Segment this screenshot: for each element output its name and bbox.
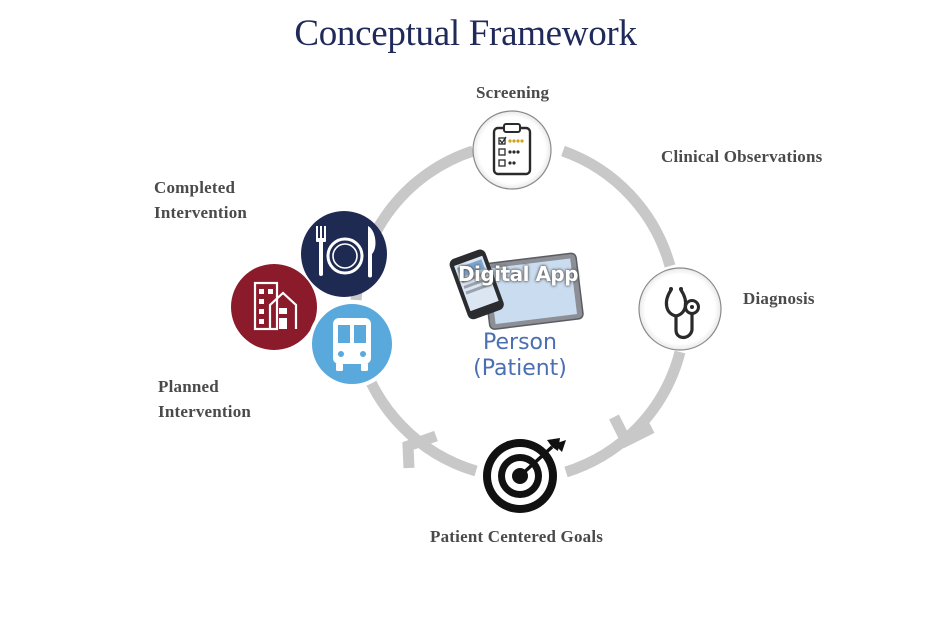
arrowhead-right bbox=[609, 414, 655, 449]
page-title: Conceptual Framework bbox=[294, 13, 637, 54]
bus-icon bbox=[308, 300, 396, 388]
cycle-arc-right-lower bbox=[564, 350, 686, 478]
tablet-phone-icon bbox=[449, 249, 584, 330]
label-completed-intervention-line1: Completed bbox=[154, 178, 236, 197]
label-patient-centered-goals: Patient Centered Goals bbox=[430, 527, 604, 546]
label-planned-intervention: Planned Intervention bbox=[158, 374, 251, 424]
person-label: Person bbox=[483, 330, 557, 355]
target-arrow-icon bbox=[483, 438, 566, 513]
digital-app-label: Digital App bbox=[457, 262, 579, 286]
label-diagnosis: Diagnosis bbox=[743, 289, 815, 308]
label-completed-intervention: Completed Intervention bbox=[154, 175, 247, 225]
label-clinical-observations: Clinical Observations bbox=[661, 147, 823, 166]
buildings-icon bbox=[231, 264, 317, 350]
stethoscope-icon bbox=[638, 267, 722, 351]
label-completed-intervention-line2: Intervention bbox=[154, 203, 248, 222]
patient-label: (Patient) bbox=[473, 356, 567, 381]
person-patient-label: Person (Patient) bbox=[430, 330, 610, 382]
label-planned-intervention-line1: Planned bbox=[158, 377, 219, 396]
cycle-arc-right-upper bbox=[561, 145, 676, 268]
arrowhead-left bbox=[402, 430, 438, 469]
fork-plate-knife-icon bbox=[301, 211, 387, 297]
label-planned-intervention-line2: Intervention bbox=[158, 402, 252, 421]
clipboard-checklist-icon bbox=[472, 110, 552, 190]
label-screening: Screening bbox=[476, 83, 550, 102]
